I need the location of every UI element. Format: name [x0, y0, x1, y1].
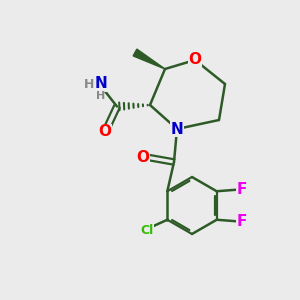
Text: H: H: [97, 91, 106, 101]
Text: N: N: [171, 122, 183, 136]
Text: F: F: [236, 214, 247, 229]
Text: O: O: [98, 124, 112, 140]
Text: O: O: [188, 52, 202, 68]
Text: O: O: [136, 150, 150, 165]
Text: N: N: [95, 76, 107, 92]
Text: Cl: Cl: [141, 224, 154, 237]
Text: H: H: [84, 77, 94, 91]
Polygon shape: [133, 49, 165, 69]
Text: F: F: [236, 182, 247, 197]
